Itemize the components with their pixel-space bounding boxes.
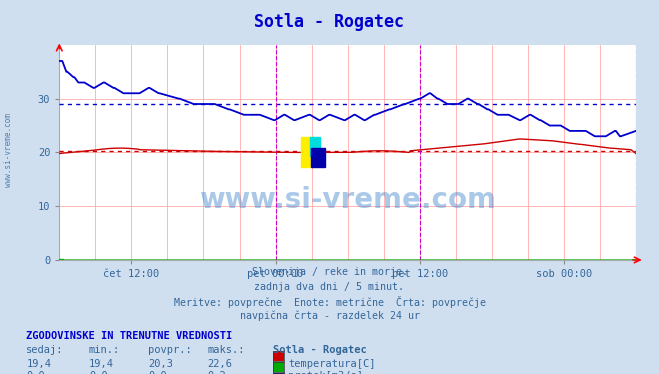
Text: www.si-vreme.com: www.si-vreme.com [4, 113, 13, 187]
Text: navpična črta - razdelek 24 ur: navpična črta - razdelek 24 ur [239, 310, 420, 321]
Bar [302, 137, 314, 168]
Text: Sotla - Rogatec: Sotla - Rogatec [254, 13, 405, 31]
Text: ZGODOVINSKE IN TRENUTNE VREDNOSTI: ZGODOVINSKE IN TRENUTNE VREDNOSTI [26, 331, 233, 341]
Text: zadnja dva dni / 5 minut.: zadnja dva dni / 5 minut. [254, 282, 405, 292]
Text: 0,0: 0,0 [89, 371, 107, 374]
Text: sedaj:: sedaj: [26, 345, 64, 355]
Bar [310, 137, 320, 156]
Text: povpr.:: povpr.: [148, 345, 192, 355]
Text: Slovenija / reke in morje.: Slovenija / reke in morje. [252, 267, 407, 278]
Text: 0,0: 0,0 [148, 371, 167, 374]
Text: 20,3: 20,3 [148, 359, 173, 370]
Text: Sotla - Rogatec: Sotla - Rogatec [273, 345, 367, 355]
Text: 22,6: 22,6 [208, 359, 233, 370]
Text: 0,0: 0,0 [26, 371, 45, 374]
Text: 19,4: 19,4 [89, 359, 114, 370]
Text: 0,2: 0,2 [208, 371, 226, 374]
Text: maks.:: maks.: [208, 345, 245, 355]
Text: 19,4: 19,4 [26, 359, 51, 370]
Text: temperatura[C]: temperatura[C] [288, 359, 376, 370]
Text: min.:: min.: [89, 345, 120, 355]
Text: www.si-vreme.com: www.si-vreme.com [199, 186, 496, 214]
Text: pretok[m3/s]: pretok[m3/s] [288, 371, 363, 374]
Text: Meritve: povprečne  Enote: metrične  Črta: povprečje: Meritve: povprečne Enote: metrične Črta:… [173, 296, 486, 308]
Bar [311, 148, 325, 168]
